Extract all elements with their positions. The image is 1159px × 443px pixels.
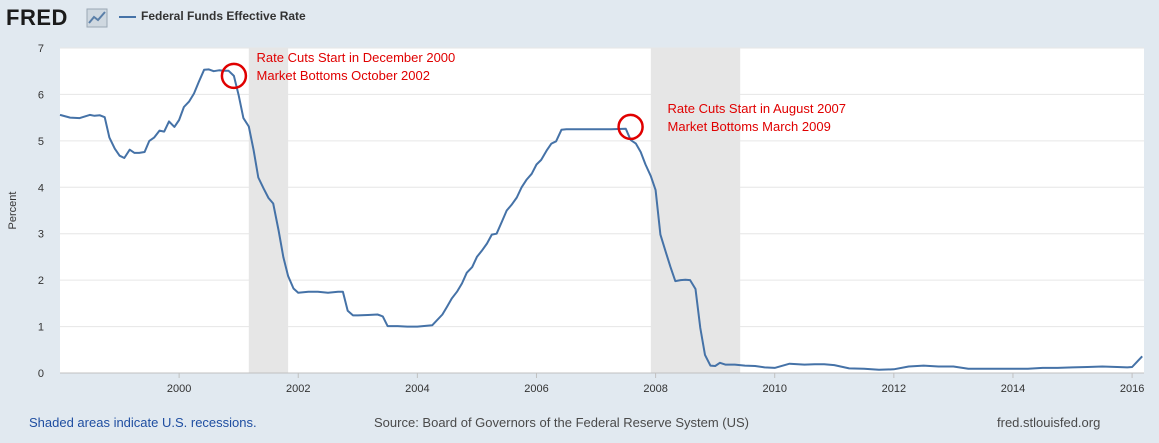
- y-tick-label-6: 6: [38, 89, 44, 101]
- y-tick-label-3: 3: [38, 229, 44, 241]
- recession-band-0: [248, 48, 289, 373]
- x-tick-label-2010: 2010: [762, 383, 786, 395]
- x-tick-label-2008: 2008: [643, 383, 667, 395]
- annotation-circle-1: [617, 113, 644, 141]
- y-tick-label-1: 1: [38, 322, 44, 334]
- site-link[interactable]: fred.stlouisfed.org: [997, 415, 1101, 430]
- annotation-text-1-1: Market Bottoms March 2009: [668, 119, 831, 134]
- x-tick-label-2012: 2012: [882, 383, 906, 395]
- y-tick-label-4: 4: [38, 182, 44, 194]
- annotation-circle-0: [220, 62, 248, 90]
- y-tick-label-2: 2: [38, 275, 44, 287]
- legend-label[interactable]: Federal Funds Effective Rate: [141, 9, 306, 23]
- annotation-text-0-0: Rate Cuts Start in December 2000: [257, 50, 456, 65]
- x-tick-label-2004: 2004: [405, 383, 429, 395]
- annotation-text-1-0: Rate Cuts Start in August 2007: [668, 101, 847, 116]
- y-tick-label-5: 5: [38, 136, 44, 148]
- source-note: Source: Board of Governors of the Federa…: [374, 415, 749, 430]
- chart-header: FRED Federal Funds Effective Rate: [0, 0, 1159, 40]
- chart-line-icon: [86, 8, 108, 28]
- x-tick-label-2006: 2006: [524, 383, 548, 395]
- recession-band-1: [650, 48, 741, 373]
- fred-logo[interactable]: FRED: [6, 5, 68, 30]
- x-tick-label-2000: 2000: [167, 383, 191, 395]
- annotation-text-0-1: Market Bottoms October 2002: [257, 68, 430, 83]
- x-tick-label-2002: 2002: [286, 383, 310, 395]
- line-chart[interactable]: 0 1 2 3 4 5 6 7 2000 2002 2004 2006 2008 2010 2012 2014…: [0, 40, 1159, 410]
- legend-swatch: [119, 16, 136, 18]
- y-tick-label-0: 0: [38, 368, 44, 380]
- recession-note[interactable]: Shaded areas indicate U.S. recessions.: [29, 415, 257, 430]
- y-axis-label: Percent: [7, 192, 19, 230]
- plot-area: [60, 48, 1144, 373]
- x-tick-label-2016: 2016: [1120, 383, 1144, 395]
- x-tick-label-2014: 2014: [1001, 383, 1025, 395]
- y-tick-label-7: 7: [38, 43, 44, 55]
- series-line-0: [59, 68, 1143, 371]
